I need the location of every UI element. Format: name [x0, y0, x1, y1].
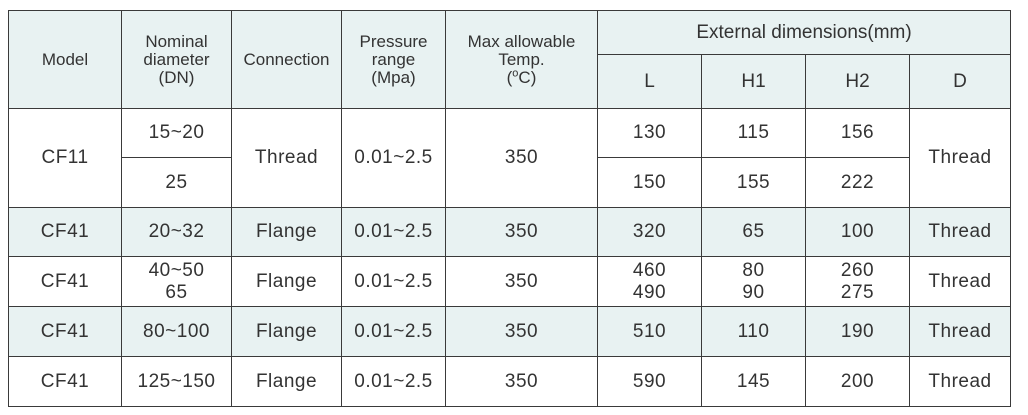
cell-temp: 350 — [445, 256, 598, 307]
cell-H2: 190 — [805, 306, 910, 357]
header-temp-line1: Max allowable — [467, 31, 576, 51]
cell-pressure: 0.01~2.5 — [341, 356, 446, 407]
spec-table: Model Nominal diameter (DN) Connection P… — [8, 10, 1012, 407]
table-row: CF41 20~32 Flange 0.01~2.5 350 320 65 10… — [8, 207, 1012, 257]
header-L: L — [597, 54, 702, 109]
cell-pressure: 0.01~2.5 — [341, 207, 446, 257]
cell-H1: 155 — [701, 157, 806, 208]
cell-H2: 100 — [805, 207, 910, 257]
cell-connection: Flange — [231, 207, 342, 257]
cell-model: CF41 — [8, 306, 122, 357]
cell-L: 130 — [597, 108, 702, 158]
header-nominal-line2: diameter — [143, 49, 210, 69]
header-pressure-line1: Pressure — [359, 31, 428, 51]
cell-model: CF11 — [8, 108, 122, 208]
cell-temp: 350 — [445, 356, 598, 407]
cell-connection: Thread — [231, 108, 342, 208]
header-temp-unit: (oC) — [506, 66, 537, 87]
cell-D: Thread — [908, 207, 1012, 257]
cell-H1: 80 90 — [701, 256, 806, 307]
header-H1: H1 — [701, 54, 806, 109]
table-row: CF11 15~20 Thread 0.01~2.5 350 130 115 1… — [8, 108, 1012, 208]
header-external-dimensions: External dimensions(mm) — [596, 10, 1012, 55]
cell-temp: 350 — [445, 207, 598, 257]
header-model: Model — [8, 10, 122, 109]
cell-dn: 20~32 — [121, 207, 232, 257]
spec-table-wrapper: Model Nominal diameter (DN) Connection P… — [8, 10, 1012, 407]
header-nominal-diameter: Nominal diameter (DN) — [121, 10, 232, 109]
cell-pressure: 0.01~2.5 — [341, 108, 446, 208]
header-max-temp: Max allowable Temp. (oC) — [445, 10, 598, 109]
cell-L: 590 — [597, 356, 702, 407]
cell-H1: 115 — [701, 108, 806, 158]
cell-connection: Flange — [231, 356, 342, 407]
cell-H2: 260 275 — [805, 256, 910, 307]
cell-L: 460 490 — [597, 256, 702, 307]
cell-H1: 145 — [701, 356, 806, 407]
cell-dn: 80~100 — [121, 306, 232, 357]
table-row: CF41 80~100 Flange 0.01~2.5 350 510 110 … — [8, 306, 1012, 357]
cell-dn: 125~150 — [121, 356, 232, 407]
cell-pressure: 0.01~2.5 — [341, 256, 446, 307]
header-pressure-line3: (Mpa) — [371, 67, 416, 87]
cell-model: CF41 — [8, 256, 122, 307]
header-H2: H2 — [805, 54, 910, 109]
cell-L: 150 — [597, 157, 702, 208]
cell-temp: 350 — [445, 306, 598, 357]
cell-H2: 200 — [805, 356, 910, 407]
cell-dn: 15~20 — [121, 108, 232, 158]
header-pressure-line2: range — [371, 49, 416, 69]
header-nominal-line3: (DN) — [158, 67, 195, 87]
header-nominal-line1: Nominal — [145, 31, 208, 51]
cell-H1: 110 — [701, 306, 806, 357]
table-row: CF41 125~150 Flange 0.01~2.5 350 590 145… — [8, 356, 1012, 407]
table-row: CF41 40~50 65 Flange 0.01~2.5 350 460 490 … — [8, 256, 1012, 307]
cell-connection: Flange — [231, 256, 342, 307]
cell-H1: 65 — [701, 207, 806, 257]
header-connection: Connection — [231, 10, 342, 109]
header-pressure-range: Pressure range (Mpa) — [341, 10, 446, 109]
header-temp-line2: Temp. — [498, 49, 545, 69]
cell-dn: 40~50 65 — [121, 256, 232, 307]
cell-D: Thread — [908, 306, 1012, 357]
cell-temp: 350 — [445, 108, 598, 208]
cell-dn: 25 — [121, 157, 232, 208]
cell-H2: 222 — [805, 157, 910, 208]
cell-L: 510 — [597, 306, 702, 357]
cell-D: Thread — [908, 256, 1012, 307]
cell-D: Thread — [908, 108, 1012, 208]
cell-pressure: 0.01~2.5 — [341, 306, 446, 357]
cell-D: Thread — [908, 356, 1012, 407]
cell-connection: Flange — [231, 306, 342, 357]
cell-H2: 156 — [805, 108, 910, 158]
header-D: D — [908, 54, 1012, 109]
cell-L: 320 — [597, 207, 702, 257]
cell-model: CF41 — [8, 207, 122, 257]
cell-model: CF41 — [8, 356, 122, 407]
